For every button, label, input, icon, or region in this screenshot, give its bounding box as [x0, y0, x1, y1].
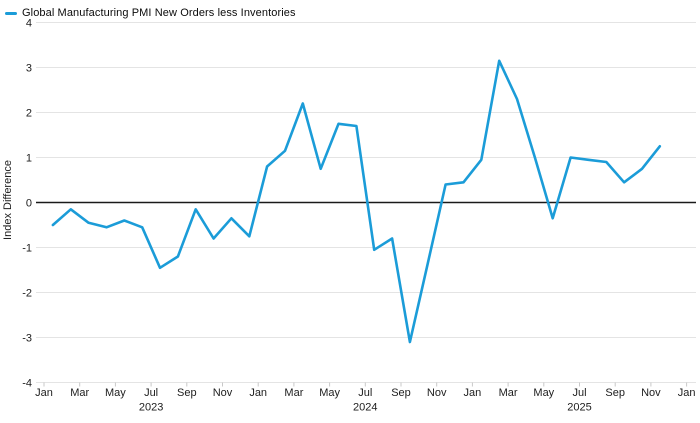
legend: Global Manufacturing PMI New Orders less…: [5, 7, 296, 19]
x-tick-label: Sep: [605, 387, 625, 399]
x-tick-label: Sep: [391, 387, 411, 399]
legend-line-swatch: [5, 11, 17, 15]
x-tick-label: Nov: [427, 387, 447, 399]
x-tick-label: Sep: [177, 387, 197, 399]
x-tick-label: Mar: [499, 387, 518, 399]
x-tick-label: Nov: [213, 387, 233, 399]
x-tick-label: Jan: [464, 387, 482, 399]
x-tick-label: Jul: [144, 387, 158, 399]
x-tick-year-label: 2025: [567, 402, 591, 414]
y-tick-label: -4: [22, 377, 32, 389]
y-tick-label: 3: [26, 62, 32, 74]
x-tick-label: Nov: [641, 387, 661, 399]
x-tick-year-label: 2023: [139, 402, 163, 414]
x-tick-label: May: [319, 387, 340, 399]
y-tick-label: 1: [26, 152, 32, 164]
x-tick-year-label: 2024: [353, 402, 377, 414]
y-axis-title: Index Difference: [2, 160, 14, 240]
x-tick-label: Mar: [70, 387, 89, 399]
data-line-series: [51, 59, 662, 344]
y-tick-label: -2: [22, 287, 32, 299]
legend-label: Global Manufacturing PMI New Orders less…: [22, 7, 296, 19]
y-tick-label: 2: [26, 107, 32, 119]
y-tick-label: -3: [22, 332, 32, 344]
x-tick-label: Jan: [35, 387, 53, 399]
y-tick-label: 4: [26, 17, 32, 29]
y-tick-label: 0: [26, 197, 32, 209]
x-tick-label: Jul: [358, 387, 372, 399]
x-tick-label: Jul: [572, 387, 586, 399]
x-tick-label: May: [105, 387, 126, 399]
x-tick-label: Jan: [249, 387, 267, 399]
y-tick-label: -1: [22, 242, 32, 254]
x-tick-label: May: [533, 387, 554, 399]
x-tick-label: Jan: [678, 387, 696, 399]
x-tick-label: Mar: [284, 387, 303, 399]
